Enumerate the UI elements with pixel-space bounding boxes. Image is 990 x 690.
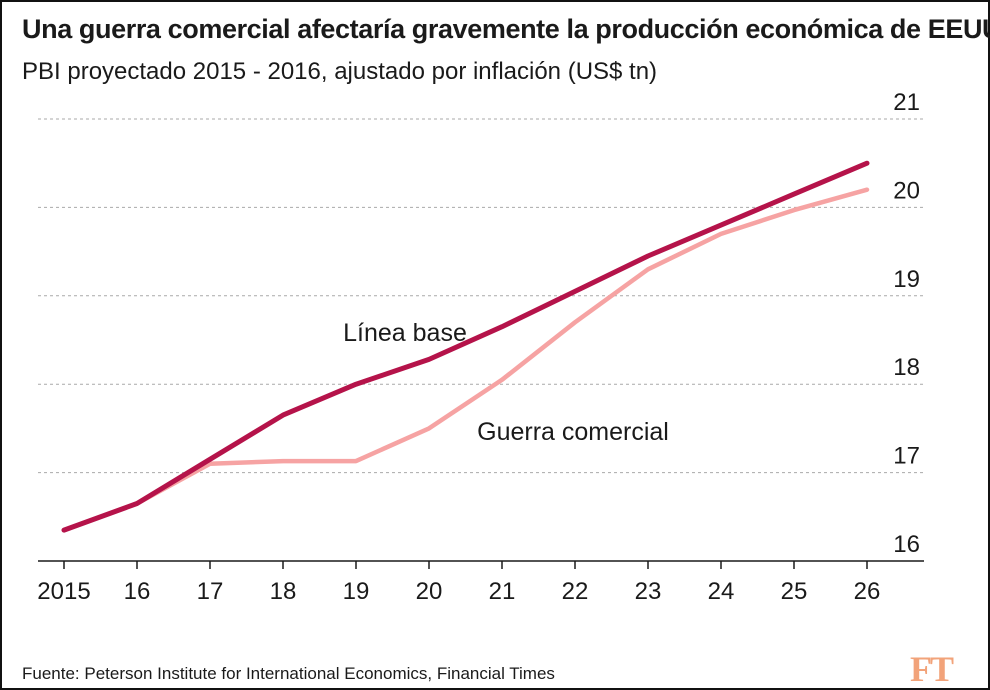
- trade-war-series-label: Guerra comercial: [477, 418, 669, 446]
- x-axis-ticks: 2015 16 17 18 19 20 21 22 23 24 25 26: [37, 561, 880, 605]
- source-note: Fuente: Peterson Institute for Internati…: [22, 664, 555, 683]
- chart-title: Una guerra comercial afectaría gravement…: [22, 14, 990, 44]
- y-tick-label: 20: [893, 177, 920, 204]
- x-tick-label: 17: [197, 578, 224, 605]
- y-tick-label: 19: [893, 266, 920, 293]
- series-lines: [61, 160, 870, 533]
- y-axis-labels: 16 17 18 19 20 21: [893, 89, 920, 558]
- series-labels: Línea base Guerra comercial: [343, 319, 669, 446]
- x-tick-label: 2015: [37, 578, 90, 605]
- x-tick-label: 25: [781, 578, 808, 605]
- baseline-series-label: Línea base: [343, 319, 467, 347]
- y-tick-label: 21: [893, 89, 920, 116]
- x-tick-label: 24: [708, 578, 735, 605]
- x-tick-label: 22: [562, 578, 589, 605]
- chart-subtitle: PBI proyectado 2015 - 2016, ajustado por…: [22, 58, 658, 85]
- y-tick-label: 17: [893, 443, 920, 470]
- gridlines: [38, 118, 924, 474]
- x-tick-label: 20: [416, 578, 443, 605]
- y-tick-label: 16: [893, 531, 920, 558]
- y-tick-label: 18: [893, 354, 920, 381]
- ft-logo: FT: [910, 649, 954, 689]
- x-tick-label: 18: [270, 578, 297, 605]
- x-tick-label: 21: [489, 578, 516, 605]
- x-tick-label: 26: [854, 578, 881, 605]
- x-tick-label: 16: [124, 578, 151, 605]
- baseline-series-line: [61, 160, 870, 533]
- trade-war-series-line: [61, 187, 870, 533]
- x-tick-label: 23: [635, 578, 662, 605]
- x-tick-label: 19: [343, 578, 370, 605]
